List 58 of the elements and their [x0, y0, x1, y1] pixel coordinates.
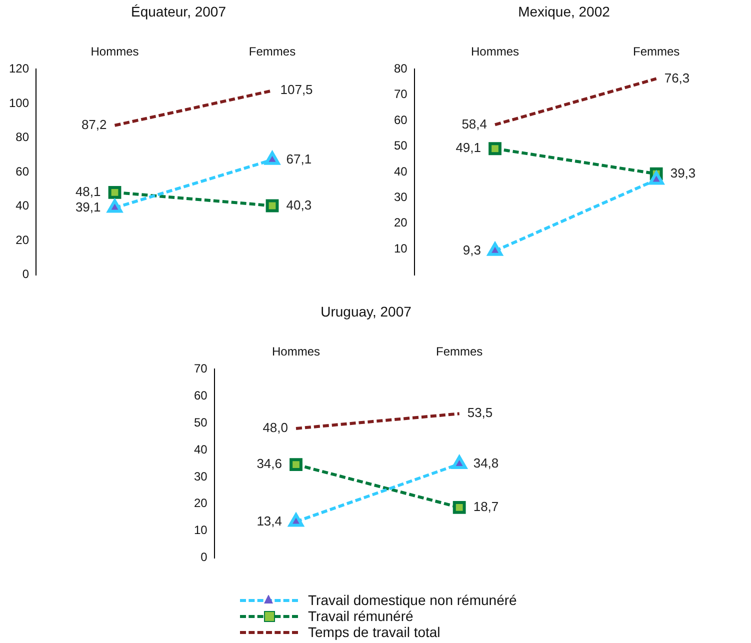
y-tick-label: 60 [194, 388, 208, 402]
data-label: 9,3 [462, 242, 482, 258]
point [487, 242, 503, 256]
y-tick-label: 80 [16, 130, 30, 144]
y-tick-label: 50 [394, 138, 408, 153]
y-tick-label: 10 [394, 241, 408, 256]
y-tick-label: 0 [22, 267, 30, 282]
data-label: 40,3 [286, 197, 312, 212]
y-tick-label: 70 [194, 362, 208, 376]
y-tick-label: 0 [200, 550, 208, 564]
data-label: 107,5 [280, 82, 313, 98]
data-label: 13,4 [256, 513, 282, 528]
y-tick-label: 20 [194, 496, 208, 510]
data-label: 39,3 [670, 165, 696, 180]
y-tick-label: 30 [194, 469, 208, 484]
y-tick-label: 30 [394, 190, 408, 204]
x-tick-label: Femmes [248, 44, 296, 58]
legend-label: Temps de travail total [308, 624, 440, 640]
point [290, 458, 302, 472]
y-tick-label: 10 [194, 523, 208, 538]
x-tick-label: Hommes [90, 44, 139, 58]
x-tick-label: Hommes [471, 44, 520, 58]
y-tick-label: 120 [8, 62, 30, 76]
y-tick-label: 40 [194, 442, 208, 456]
y-tick-label: 80 [394, 62, 408, 76]
data-label: 49,1 [456, 140, 482, 156]
data-label: 58,4 [462, 116, 488, 132]
data-label: 48,0 [262, 420, 288, 436]
point [488, 142, 502, 156]
y-tick-label: 20 [394, 216, 408, 230]
data-label: 87,2 [81, 116, 107, 132]
point [648, 171, 664, 185]
y-tick-label: 20 [16, 232, 30, 247]
data-label: 48,1 [75, 184, 101, 199]
y-tick-label: 60 [394, 112, 408, 127]
data-label: 34,6 [256, 456, 282, 472]
x-tick-label: Femmes [436, 344, 483, 358]
data-label: 76,3 [664, 70, 690, 86]
chart-title: Équateur, 2007 [131, 3, 226, 20]
x-tick-label: Femmes [633, 44, 680, 58]
data-label: 53,5 [467, 405, 493, 420]
y-tick-label: 60 [16, 164, 30, 178]
data-label: 67,1 [286, 151, 312, 166]
y-tick-label: 50 [194, 415, 208, 430]
legend-label: Travail rémunéré [308, 608, 414, 624]
chart-title: Mexique, 2002 [518, 3, 610, 20]
y-tick-label: 70 [394, 87, 408, 102]
y-tick-label: 100 [8, 96, 30, 110]
data-label: 18,7 [473, 498, 499, 514]
point [288, 513, 304, 527]
chart-title: Uruguay, 2007 [320, 303, 412, 320]
legend-label: Travail domestique non rémunéré [308, 592, 517, 608]
y-tick-label: 40 [394, 164, 408, 178]
data-label: 34,8 [473, 456, 499, 471]
data-label: 39,1 [75, 199, 101, 214]
x-tick-label: Hommes [272, 344, 320, 358]
point [452, 500, 466, 514]
y-tick-label: 40 [16, 198, 30, 213]
